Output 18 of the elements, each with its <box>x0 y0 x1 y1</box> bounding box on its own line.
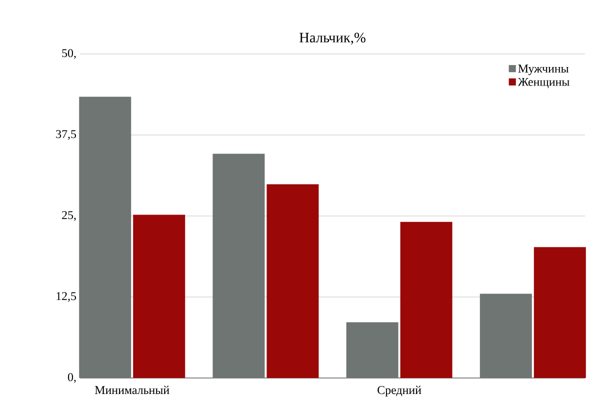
bar <box>212 154 265 378</box>
bar <box>133 214 186 378</box>
y-tick-label: 0, <box>68 373 76 383</box>
x-tick-label: Минимальный <box>94 386 170 394</box>
y-tick-label: 12,5 <box>56 292 76 302</box>
bar <box>400 222 452 378</box>
y-tick-label: 50, <box>62 49 76 59</box>
bar <box>346 322 398 378</box>
legend-label: Мужчины <box>518 64 569 76</box>
bar <box>266 184 319 378</box>
x-tick-label: Средний <box>378 386 422 396</box>
chart-title: Нальчик,% <box>299 32 366 44</box>
legend-label: Женщины <box>518 78 570 88</box>
y-tick-label: 25, <box>62 211 76 221</box>
y-tick-label: 37,5 <box>56 130 76 140</box>
bar <box>534 247 586 378</box>
bar <box>480 294 532 378</box>
bar <box>79 96 132 378</box>
